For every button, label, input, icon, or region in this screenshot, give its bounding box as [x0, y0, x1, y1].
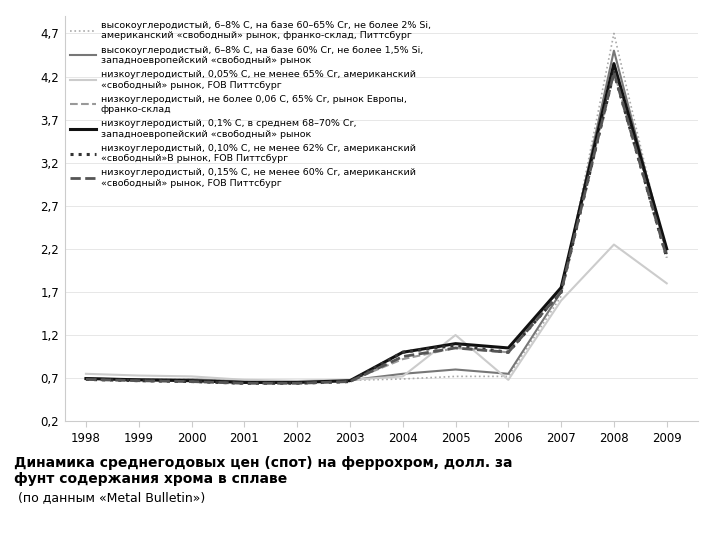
Legend: высокоуглеродистый, 6–8% С, на базе 60–65% Cr, не более 2% Si,
американский «сво: высокоуглеродистый, 6–8% С, на базе 60–6…	[70, 21, 431, 188]
Text: Динамика среднегодовых цен (спот) на феррохром, долл. за
фунт содержания хрома в: Динамика среднегодовых цен (спот) на фер…	[14, 456, 513, 487]
Text: (по данным «Metal Bulletin»): (по данным «Metal Bulletin»)	[14, 491, 206, 504]
